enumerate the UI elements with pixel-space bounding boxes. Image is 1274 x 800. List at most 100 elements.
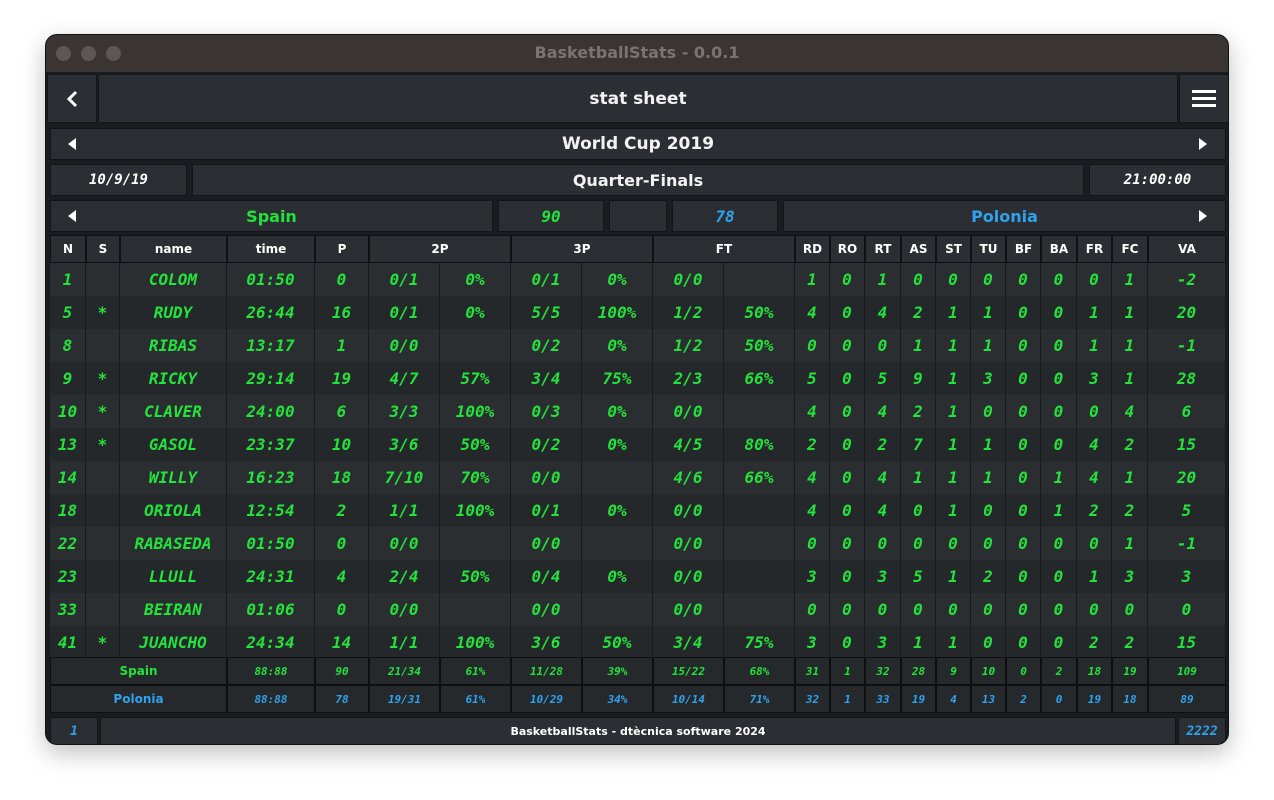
home-team-name[interactable]: Spain (50, 200, 493, 232)
cell-p3: 3/4 (511, 362, 582, 395)
close-window-button[interactable] (56, 46, 71, 61)
column-header-fc[interactable]: FC (1112, 235, 1148, 263)
cell-name: WILLY (120, 461, 227, 494)
next-competition-icon[interactable] (1199, 138, 1207, 150)
table-row[interactable]: 22 RABASEDA 01:50 0 0/0 0/0 0/0 0 0 0 0 0 0 0 0 0 1 -1 (50, 527, 1226, 560)
minimize-window-button[interactable] (81, 46, 96, 61)
total-ba: 2 (1041, 657, 1077, 685)
column-header-tu[interactable]: TU (971, 235, 1006, 263)
cell-p2: 0/0 (369, 527, 440, 560)
cell-fr: 1 (1077, 560, 1112, 593)
total-ft: 10/14 (653, 685, 724, 713)
cell-p2: 1/1 (369, 494, 440, 527)
cell-as: 1 (901, 461, 936, 494)
column-header-ro[interactable]: RO (830, 235, 865, 263)
cell-rt: 0 (865, 593, 901, 626)
total-p3: 10/29 (511, 685, 582, 713)
table-row[interactable]: 10 * CLAVER 24:00 6 3/3 100% 0/3 0% 0/0 4 0 4 2 1 0 0 0 0 4… (50, 395, 1226, 428)
cell-p3pct: 0% (582, 263, 653, 296)
cell-as: 2 (901, 296, 936, 329)
total-va: 109 (1148, 657, 1226, 685)
column-header-st[interactable]: ST (936, 235, 971, 263)
table-row[interactable]: 9 * RICKY 29:14 19 4/7 57% 3/4 75% 2/3 66% 5 0 5 9 1 3 0 0… (50, 362, 1226, 395)
table-row[interactable]: 8 RIBAS 13:17 1 0/0 0/2 0% 1/2 50% 0 0 0 1 1 1 0 0 1 1 -1 (50, 329, 1226, 362)
away-score: 78 (672, 200, 778, 232)
table-row[interactable]: 5 * RUDY 26:44 16 0/1 0% 5/5 100% 1/2 50% 4 0 4 2 1 1 0 0 1… (50, 296, 1226, 329)
cell-fc: 1 (1112, 329, 1148, 362)
cell-st: 1 (936, 494, 971, 527)
cell-fr: 0 (1077, 527, 1112, 560)
column-header-bf[interactable]: BF (1006, 235, 1041, 263)
column-header-ba[interactable]: BA (1041, 235, 1077, 263)
cell-tu: 0 (971, 494, 1006, 527)
column-header-name[interactable]: name (120, 235, 227, 263)
cell-tu: 0 (971, 593, 1006, 626)
cell-time: 29:14 (227, 362, 315, 395)
cell-fr: 1 (1077, 296, 1112, 329)
column-header-p2[interactable]: 2P (369, 235, 511, 263)
prev-competition-icon[interactable] (68, 138, 76, 150)
next-team-icon[interactable] (1199, 210, 1207, 222)
cell-bf: 0 (1006, 362, 1041, 395)
cell-p2: 0/1 (369, 263, 440, 296)
table-row[interactable]: 33 BEIRAN 01:06 0 0/0 0/0 0/0 0 0 0 0 0 0 0 0 0 0 0 (50, 593, 1226, 626)
away-team-name[interactable]: Polonia (783, 200, 1226, 232)
cell-fc: 1 (1112, 362, 1148, 395)
column-header-fr[interactable]: FR (1077, 235, 1112, 263)
zoom-window-button[interactable] (106, 46, 121, 61)
table-body[interactable]: 1 COLOM 01:50 0 0/1 0% 0/1 0% 0/0 1 0 1 0 0 0 0 0 0 1 -2 5 * R… (50, 263, 1226, 659)
cell-p3pct: 0% (582, 395, 653, 428)
cell-fr: 0 (1077, 593, 1112, 626)
cell-ft: 1/2 (653, 296, 724, 329)
column-header-ft[interactable]: FT (653, 235, 795, 263)
away-totals-row: Polonia 88:88 78 19/31 61% 10/29 34% 10/14 71% 32… (50, 685, 1226, 713)
cell-p: 0 (315, 527, 369, 560)
cell-as: 9 (901, 362, 936, 395)
page-title: stat sheet (98, 74, 1178, 123)
cell-time: 24:34 (227, 626, 315, 659)
table-row[interactable]: 41 * JUANCHO 24:34 14 1/1 100% 3/6 50% 3/4 75% 3 0 3 1… (50, 626, 1226, 659)
column-header-s[interactable]: S (86, 235, 120, 263)
column-header-rd[interactable]: RD (795, 235, 830, 263)
cell-p2pct: 57% (440, 362, 511, 395)
cell-ro: 0 (830, 329, 865, 362)
table-row[interactable]: 13 * GASOL 23:37 10 3/6 50% 0/2 0% 4/5 80% 2 0 2 7 1 1 0 0… (50, 428, 1226, 461)
column-header-rt[interactable]: RT (865, 235, 901, 263)
column-header-p3[interactable]: 3P (511, 235, 653, 263)
cell-ba: 0 (1041, 263, 1077, 296)
cell-ro: 0 (830, 593, 865, 626)
cell-ro: 0 (830, 362, 865, 395)
total-fr: 18 (1077, 657, 1112, 685)
column-header-as[interactable]: AS (901, 235, 936, 263)
cell-ba: 1 (1041, 494, 1077, 527)
prev-team-icon[interactable] (68, 210, 76, 222)
column-header-p[interactable]: P (315, 235, 369, 263)
cell-rt: 4 (865, 461, 901, 494)
column-header-va[interactable]: VA (1148, 235, 1226, 263)
back-button[interactable] (47, 74, 97, 123)
cell-as: 0 (901, 263, 936, 296)
cell-fr: 3 (1077, 362, 1112, 395)
competition-bar: World Cup 2019 (50, 128, 1226, 160)
table-row[interactable]: 23 LLULL 24:31 4 2/4 50% 0/4 0% 0/0 3 0 3 5 1 2 0 0 1 3 3 (50, 560, 1226, 593)
cell-rd: 4 (795, 296, 830, 329)
cell-p3pct: 100% (582, 296, 653, 329)
cell-st: 1 (936, 329, 971, 362)
column-header-time[interactable]: time (227, 235, 315, 263)
cell-name: ORIOLA (120, 494, 227, 527)
game-time: 21:00:00 (1089, 164, 1226, 196)
cell-time: 12:54 (227, 494, 315, 527)
table-row[interactable]: 18 ORIOLA 12:54 2 1/1 100% 0/1 0% 0/0 4 0 4 0 1 0 0 1 2 2 5 (50, 494, 1226, 527)
cell-bf: 0 (1006, 395, 1041, 428)
cell-p3pct (582, 527, 653, 560)
game-round: Quarter-Finals (192, 164, 1084, 196)
column-header-n[interactable]: N (50, 235, 86, 263)
table-row[interactable]: 14 WILLY 16:23 18 7/10 70% 0/0 4/6 66% 4 0 4 1 1 1 0 1 4 1… (50, 461, 1226, 494)
cell-fr: 1 (1077, 329, 1112, 362)
menu-button[interactable] (1179, 74, 1228, 123)
cell-ft: 4/5 (653, 428, 724, 461)
cell-name: RICKY (120, 362, 227, 395)
table-row[interactable]: 1 COLOM 01:50 0 0/1 0% 0/1 0% 0/0 1 0 1 0 0 0 0 0 0 1 -2 (50, 263, 1226, 296)
cell-ftpct: 80% (724, 428, 795, 461)
cell-ba: 0 (1041, 362, 1077, 395)
